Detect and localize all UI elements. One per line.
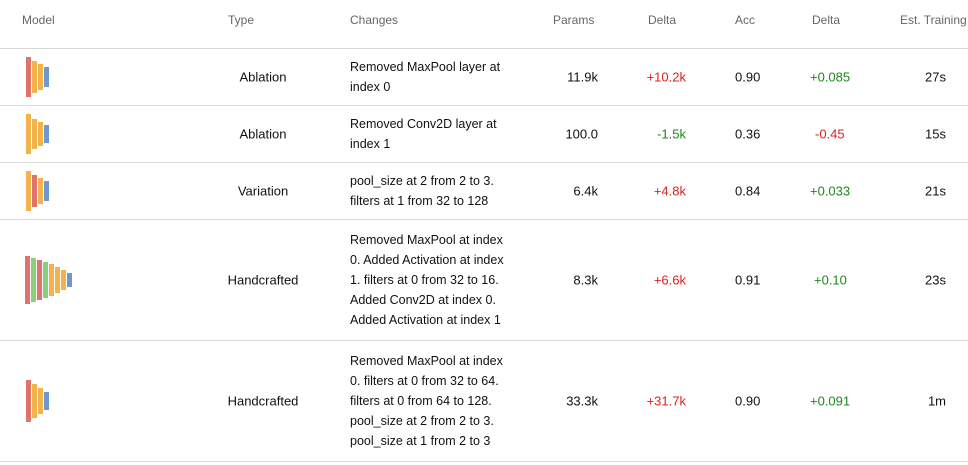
table-row[interactable]: Handcrafted Removed MaxPool at index 0. … [0,220,968,341]
row-acc: 0.90 [735,69,761,85]
row-param-delta: +4.8k [653,183,686,199]
row-param-delta: +10.2k [646,69,686,85]
row-changes: Removed MaxPool at index 0. Added Activa… [350,233,504,327]
header-params[interactable]: Params [553,13,595,27]
model-architecture-icon [26,57,49,97]
row-acc: 0.36 [735,126,761,142]
row-params: 33.3k [566,393,598,409]
row-param-delta: +6.6k [653,272,686,288]
row-changes: pool_size at 2 from 2 to 3. filters at 1… [350,174,494,208]
header-changes[interactable]: Changes [350,13,399,27]
table-row[interactable]: Variation pool_size at 2 from 2 to 3. fi… [0,163,968,220]
table-row[interactable]: Ablation Removed Conv2D layer at index 1… [0,106,968,163]
row-params: 11.9k [567,69,598,85]
row-changes: Removed MaxPool layer at index 0 [350,60,501,94]
row-type: Variation [237,183,289,199]
row-training-time: 27s [925,69,946,85]
model-architecture-icon [26,171,49,211]
header-acc[interactable]: Acc [735,13,756,27]
row-acc: 0.91 [735,272,761,288]
row-params: 8.3k [573,272,598,288]
row-training-time: 21s [925,183,946,199]
header-type[interactable]: Type [228,13,255,27]
row-changes: Removed MaxPool at index 0. filters at 0… [350,354,503,448]
row-type: Ablation [239,69,287,85]
row-param-delta: -1.5k [657,126,686,142]
row-acc-delta: +0.033 [810,183,851,199]
row-acc-delta: -0.45 [815,126,845,142]
row-acc: 0.90 [735,393,761,409]
table-row[interactable]: Ablation Removed MaxPool layer at index … [0,49,968,106]
row-training-time: 1m [927,393,946,409]
row-acc: 0.84 [735,183,761,199]
table-header: Model Type Changes Params Delta Acc Delt… [0,0,968,49]
model-architecture-icon [26,380,49,422]
row-type: Ablation [239,126,287,142]
header-param-delta[interactable]: Delta [648,13,677,27]
row-acc-delta: +0.10 [814,272,847,288]
row-acc-delta: +0.085 [810,69,851,85]
header-acc-delta[interactable]: Delta [812,13,841,27]
row-param-delta: +31.7k [646,393,686,409]
model-architecture-icon [26,114,49,154]
header-model[interactable]: Model [22,13,55,27]
row-changes: Removed Conv2D layer at index 1 [350,117,497,151]
row-training-time: 15s [925,126,946,142]
row-params: 100.0 [565,126,598,142]
model-architecture-icon [25,256,72,304]
row-type: Handcrafted [227,272,299,288]
header-est-training[interactable]: Est. Training [900,13,967,27]
row-acc-delta: +0.091 [810,393,851,409]
table-row[interactable]: Handcrafted Removed MaxPool at index 0. … [0,341,968,462]
row-type: Handcrafted [227,393,299,409]
row-training-time: 23s [925,272,946,288]
row-params: 6.4k [573,183,598,199]
